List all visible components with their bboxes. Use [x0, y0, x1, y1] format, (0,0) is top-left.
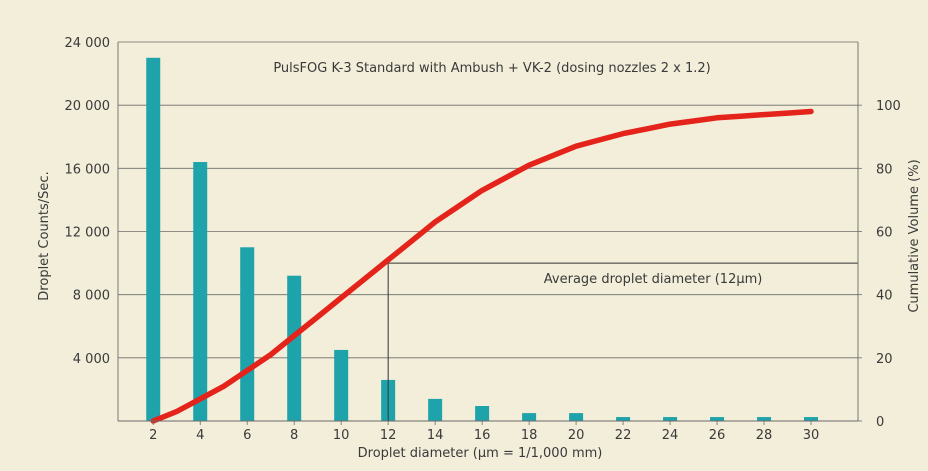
annotations: Average droplet diameter (12μm) — [387, 262, 858, 421]
bar-4 — [193, 162, 208, 421]
bar-8 — [287, 275, 302, 421]
bar-18 — [522, 413, 537, 421]
x-tick-label: 30 — [803, 428, 820, 443]
left-tick-label: 20 000 — [65, 99, 111, 114]
right-tick-label: 0 — [876, 415, 884, 430]
left-tick-label: 4 000 — [73, 352, 110, 367]
right-tick-label: 20 — [876, 352, 893, 367]
left-tick-label: 16 000 — [65, 162, 111, 177]
bar-16 — [475, 405, 490, 421]
x-tick-label: 14 — [427, 428, 444, 443]
right-axis-title: Cumulative Volume (%) — [907, 159, 922, 312]
left-axis-title: Droplet Counts/Sec. — [37, 171, 52, 300]
cumulative-line-series — [150, 108, 814, 424]
x-tick-label: 16 — [474, 428, 491, 443]
bar-2 — [146, 57, 161, 422]
right-tick-label: 100 — [876, 99, 901, 114]
x-tick-label: 24 — [662, 428, 679, 443]
bar-30 — [804, 417, 819, 421]
x-axis-title: Droplet diameter (μm = 1/1,000 mm) — [358, 446, 603, 461]
x-tick-label: 6 — [243, 428, 251, 443]
x-tick-label: 28 — [756, 428, 773, 443]
x-tick-label: 22 — [615, 428, 632, 443]
right-tick-label: 80 — [876, 162, 893, 177]
left-tick-label: 8 000 — [73, 289, 110, 304]
bar-20 — [569, 413, 584, 421]
x-tick-label: 10 — [333, 428, 350, 443]
x-tick-label: 18 — [521, 428, 538, 443]
axes: 4 000 8 000 12 000 16 000 20 000 24 000 0 20 40 6… — [65, 36, 901, 443]
bar-series — [146, 57, 819, 422]
x-tick-label: 4 — [196, 428, 204, 443]
bar-24 — [663, 417, 678, 421]
x-tick-label: 20 — [568, 428, 585, 443]
x-tick-label: 8 — [290, 428, 298, 443]
bar-28 — [757, 417, 772, 421]
bar-10 — [334, 349, 349, 421]
cumulative-volume-line — [150, 108, 814, 424]
bar-26 — [710, 417, 725, 421]
x-tick-label: 2 — [149, 428, 157, 443]
right-tick-label: 40 — [876, 289, 893, 304]
left-tick-label: 12 000 — [65, 226, 111, 241]
bar-22 — [616, 417, 631, 421]
average-droplet-label: Average droplet diameter (12μm) — [544, 272, 763, 287]
bar-6 — [240, 247, 255, 421]
left-tick-label: 24 000 — [65, 36, 111, 51]
right-tick-label: 60 — [876, 226, 893, 241]
x-tick-label: 26 — [709, 428, 726, 443]
chart-title: PulsFOG K-3 Standard with Ambush + VK-2 … — [273, 61, 710, 76]
x-tick-label: 12 — [380, 428, 397, 443]
bar-14 — [428, 398, 443, 421]
